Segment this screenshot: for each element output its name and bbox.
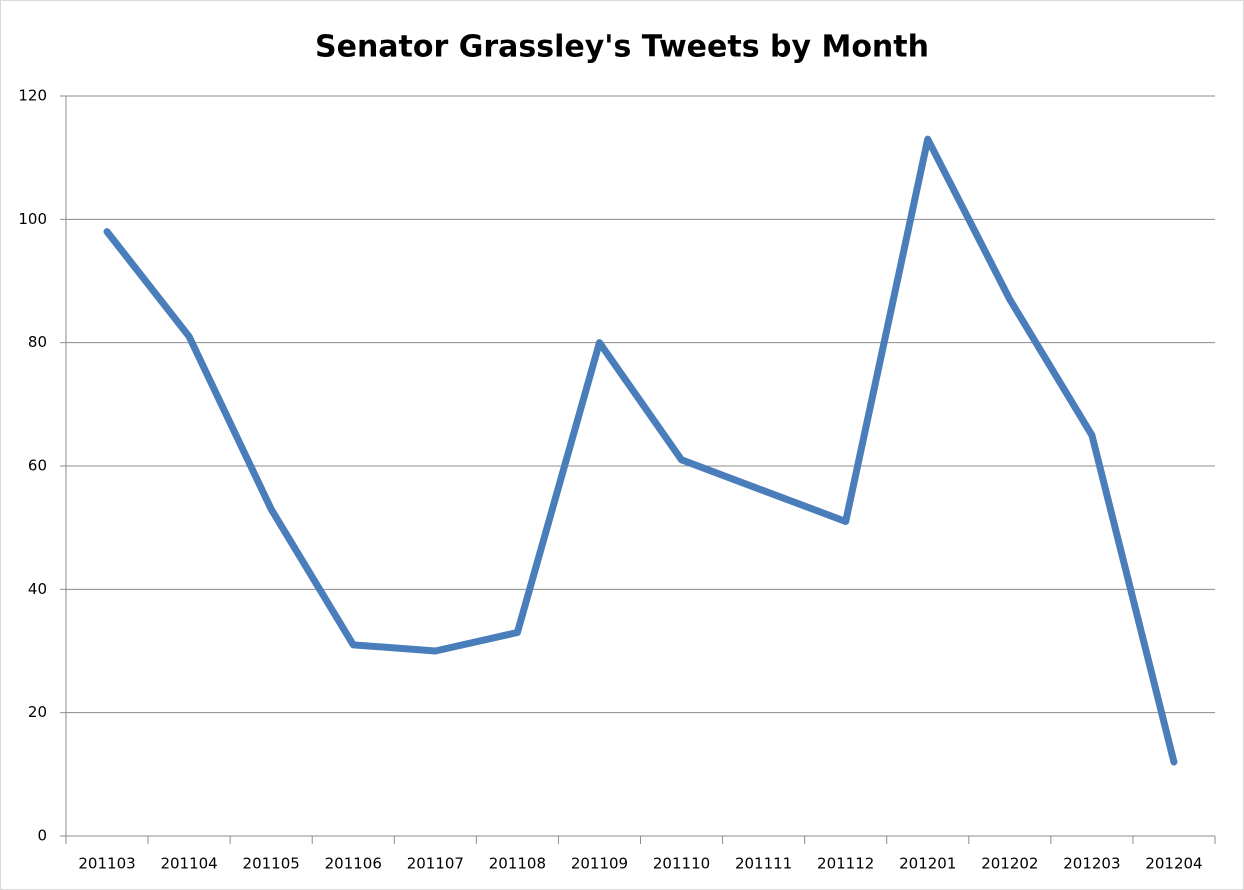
x-tick-label: 201202 [981,855,1038,873]
x-tick-label: 201108 [489,855,546,873]
x-tick-label: 201107 [407,855,464,873]
x-tick-label: 201203 [1063,855,1120,873]
x-tick-label: 201111 [735,855,792,873]
x-tick-label: 201104 [160,855,217,873]
x-tick-label: 201201 [899,855,956,873]
y-tick-label: 80 [28,333,47,351]
data-line [103,135,1178,766]
y-tick-label: 120 [18,87,47,105]
y-tick-label: 60 [28,457,47,475]
x-tick-label: 201110 [653,855,710,873]
y-tick-label: 0 [37,827,47,845]
y-tick-label: 100 [18,210,47,228]
chart-title: Senator Grassley's Tweets by Month [315,30,929,65]
x-tick-label: 201103 [78,855,135,873]
y-tick-label: 40 [28,580,47,598]
y-tick-label: 20 [28,703,47,721]
x-tick-label: 201105 [243,855,300,873]
x-tick-label: 201112 [817,855,874,873]
x-tick-label: 201109 [571,855,628,873]
x-tick-label: 201204 [1145,855,1202,873]
x-tick-label: 201106 [325,855,382,873]
